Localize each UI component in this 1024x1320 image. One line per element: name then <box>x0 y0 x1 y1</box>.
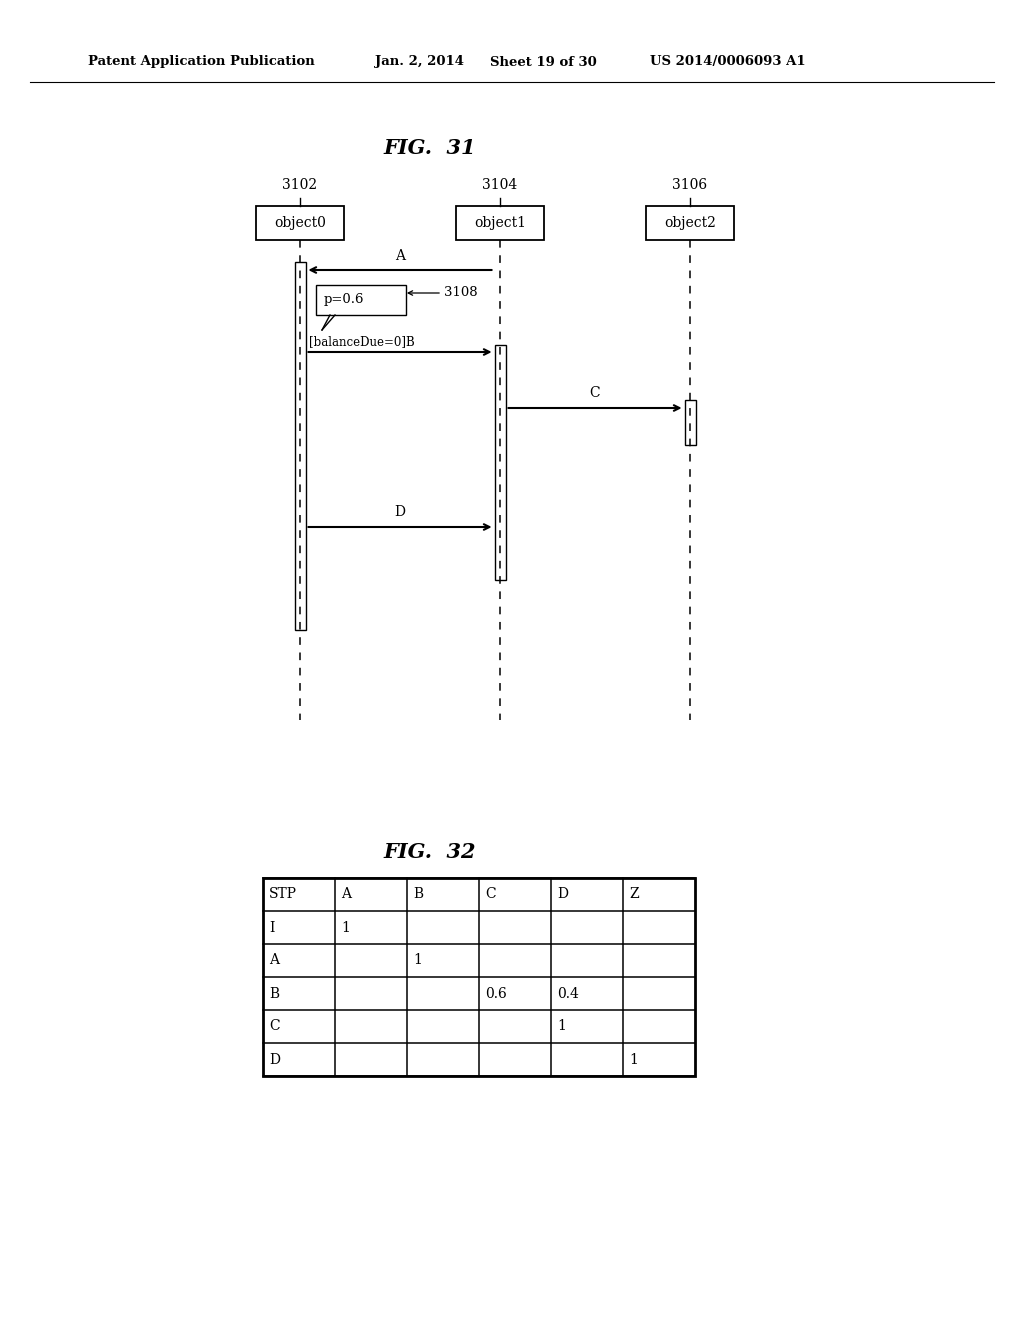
Text: Jan. 2, 2014: Jan. 2, 2014 <box>375 55 464 69</box>
Text: STP: STP <box>269 887 297 902</box>
Text: C: C <box>590 385 600 400</box>
Text: C: C <box>269 1019 280 1034</box>
Text: A: A <box>395 249 406 263</box>
Text: object0: object0 <box>274 216 326 230</box>
Text: B: B <box>413 887 423 902</box>
Text: [balanceDue=0]B: [balanceDue=0]B <box>309 335 416 348</box>
Text: 3106: 3106 <box>673 178 708 191</box>
Text: object2: object2 <box>664 216 716 230</box>
Text: Sheet 19 of 30: Sheet 19 of 30 <box>490 55 597 69</box>
Text: I: I <box>269 920 274 935</box>
Bar <box>495 345 506 579</box>
Text: 3104: 3104 <box>482 178 517 191</box>
Text: Z: Z <box>629 887 639 902</box>
Text: D: D <box>557 887 568 902</box>
Text: 1: 1 <box>629 1052 638 1067</box>
Text: 3102: 3102 <box>283 178 317 191</box>
Text: 0.4: 0.4 <box>557 986 579 1001</box>
Text: FIG.  31: FIG. 31 <box>384 139 476 158</box>
Text: US 2014/0006093 A1: US 2014/0006093 A1 <box>650 55 806 69</box>
Text: A: A <box>269 953 279 968</box>
Text: B: B <box>269 986 280 1001</box>
Text: 0.6: 0.6 <box>485 986 507 1001</box>
Text: C: C <box>485 887 496 902</box>
Text: 1: 1 <box>341 920 350 935</box>
Text: 1: 1 <box>413 953 422 968</box>
Text: 1: 1 <box>557 1019 566 1034</box>
Text: Patent Application Publication: Patent Application Publication <box>88 55 314 69</box>
Text: object1: object1 <box>474 216 526 230</box>
Text: D: D <box>269 1052 280 1067</box>
Bar <box>646 206 734 240</box>
Text: FIG.  32: FIG. 32 <box>384 842 476 862</box>
Text: 3108: 3108 <box>444 286 477 300</box>
Bar <box>263 878 695 1076</box>
Bar <box>316 285 406 315</box>
Bar <box>684 400 695 445</box>
Text: A: A <box>341 887 351 902</box>
Text: p=0.6: p=0.6 <box>324 293 365 306</box>
Bar <box>256 206 344 240</box>
Bar <box>456 206 544 240</box>
Text: D: D <box>394 506 406 519</box>
Bar <box>295 261 305 630</box>
